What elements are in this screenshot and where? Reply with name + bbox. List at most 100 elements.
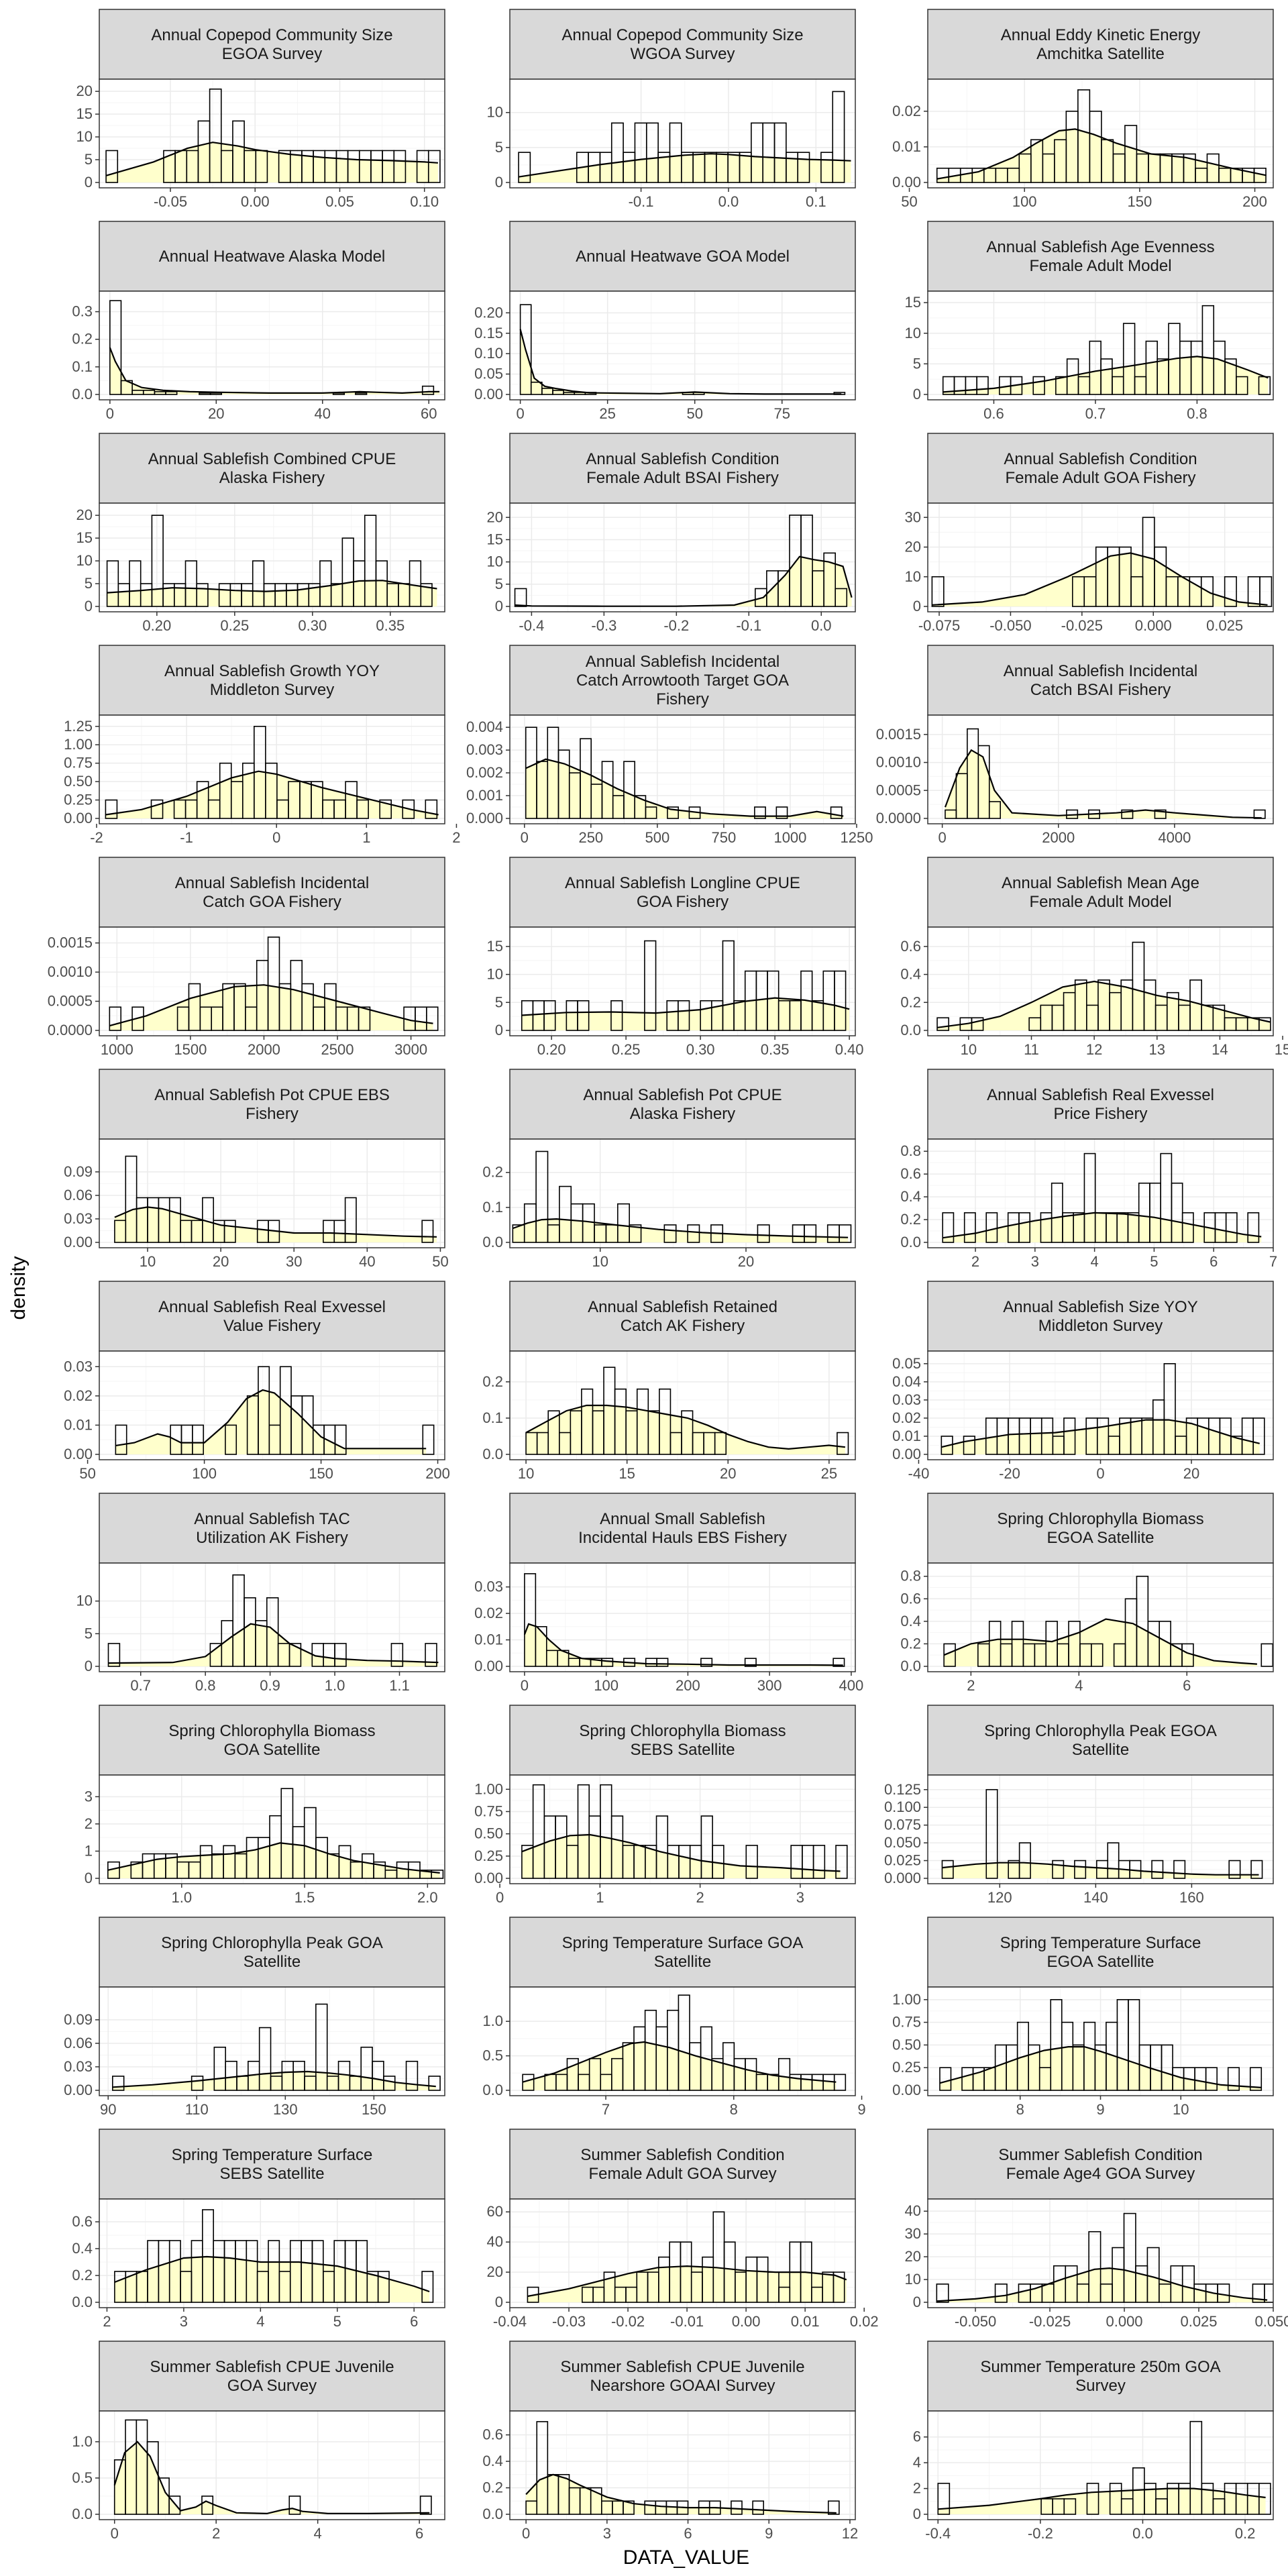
y-tick-label: 20 [76, 83, 93, 99]
grid-and-marks [99, 503, 445, 612]
density-line [942, 1862, 1259, 1876]
grid-and-marks [510, 715, 855, 824]
x-tick-label: -0.05 [154, 193, 187, 210]
density-area [107, 580, 437, 606]
facet-strip [927, 1705, 1274, 1776]
histogram-bar [419, 2496, 432, 2515]
panel-border [99, 926, 445, 1036]
facet-title-line: Annual Sablefish Longline CPUE [565, 874, 800, 892]
x-tick-label: -0.4 [925, 2525, 951, 2542]
facet-strip [99, 2341, 445, 2412]
x-tick-label: 0.1 [806, 193, 826, 210]
histogram-bar [754, 806, 766, 819]
x-tick-label: 1.5 [294, 1889, 315, 1906]
y-tick-label: 0.004 [466, 718, 503, 735]
facet-title-line: Annual Heatwave GOA Model [576, 248, 790, 266]
facet-title-line: Annual Sablefish Retained [588, 1298, 777, 1316]
facet-title-line: Annual Sablefish Real Exvessel [987, 1086, 1214, 1104]
y-tick-label: 0.0 [482, 1234, 503, 1250]
y-tick-label: 2 [85, 1815, 93, 1832]
y-tick-label: 0.0015 [876, 726, 921, 743]
histogram-bar [644, 940, 657, 1031]
y-tick-label: 0.6 [900, 1165, 921, 1182]
histogram-bar [1154, 809, 1167, 819]
histogram-bar [105, 150, 119, 183]
facet-strip [509, 1493, 856, 1564]
y-tick-label: 0.0 [900, 1022, 921, 1038]
x-tick-label: 3 [796, 1889, 804, 1906]
y-tick-label: 0.06 [64, 1187, 93, 1203]
grid-and-marks [928, 1139, 1273, 1248]
x-tick-label: 6 [410, 2313, 418, 2330]
y-tick-label: 0.5 [482, 2047, 503, 2064]
x-tick-label: -1 [180, 829, 193, 846]
density-area [525, 759, 844, 818]
x-tick-label: 120 [987, 1889, 1012, 1906]
x-tick-label: -20 [999, 1465, 1020, 1482]
density-area [115, 1390, 427, 1454]
histogram-bar [288, 1643, 302, 1667]
histogram-bar [107, 1643, 121, 1667]
x-tick-label: 0 [1096, 1465, 1104, 1482]
facet-title-line: Annual Copepod Community Size [151, 26, 392, 44]
y-tick-label: 0.01 [474, 1631, 503, 1648]
histogram-bar [535, 1626, 547, 1667]
density-line [107, 1842, 440, 1874]
facet-strip [99, 645, 445, 716]
y-tick-label: 10 [905, 325, 921, 341]
density-line [114, 1206, 437, 1238]
panel-border [99, 2410, 445, 2520]
facet-title-line: SEBS Satellite [630, 1741, 735, 1759]
x-tick-label: 150 [309, 1465, 333, 1482]
x-tick-label: 200 [425, 1465, 450, 1482]
facet-title-line: Annual Copepod Community Size [561, 26, 803, 44]
y-tick-label: 40 [487, 2233, 503, 2250]
histogram-bar [535, 1150, 549, 1243]
facet-title-line: Catch GOA Fishery [203, 893, 341, 911]
histogram-bar [390, 1643, 404, 1667]
histogram-bar [1086, 2483, 1099, 2515]
facet-title-line: Survey [1075, 2377, 1126, 2395]
y-tick-label: 5 [85, 575, 93, 592]
y-tick-label: 0.4 [900, 1613, 921, 1629]
facet-strip [927, 1493, 1274, 1564]
y-tick-label: 0.20 [474, 304, 503, 321]
x-tick-label: -0.025 [1061, 617, 1103, 634]
histogram-bar [827, 2500, 840, 2515]
histogram-bar [377, 2271, 390, 2303]
histogram-bar [393, 150, 407, 183]
histogram-bar [745, 1845, 758, 1879]
histogram-bar [405, 2060, 419, 2091]
panel-border [509, 2198, 856, 2308]
x-tick-label: 750 [712, 829, 737, 846]
density-line [109, 347, 440, 394]
grid-and-marks [510, 1351, 855, 1460]
y-tick-label: 0 [495, 174, 503, 191]
density-line [512, 1218, 849, 1238]
y-tick-label: 10 [487, 553, 503, 570]
density-area [105, 771, 439, 818]
facet-title-line: Female Adult GOA Survey [588, 2165, 776, 2183]
y-tick-label: 0.0010 [876, 754, 921, 771]
y-tick-label: 0.25 [892, 2059, 921, 2076]
facet-panel: Summer Sablefish CPUE JuvenileNearshore … [482, 2341, 858, 2542]
histogram-bar [936, 1017, 949, 1031]
facet-title-line: Annual Sablefish Pot CPUE EBS [154, 1086, 390, 1104]
y-tick-label: 1.00 [474, 1780, 503, 1797]
histogram-bar [1063, 2498, 1077, 2515]
histogram-bar [941, 1860, 954, 1879]
histogram-bar [601, 761, 614, 819]
facet-title-line: EGOA Survey [222, 45, 322, 63]
x-tick-label: 4 [1075, 1677, 1083, 1694]
histogram-bar [988, 801, 1001, 819]
grid-and-marks [99, 2411, 445, 2520]
facet-title-line: Annual Sablefish Mean Age [1002, 874, 1199, 892]
y-tick-label: 0 [85, 174, 93, 191]
facet-title-line: Fishery [656, 690, 709, 708]
